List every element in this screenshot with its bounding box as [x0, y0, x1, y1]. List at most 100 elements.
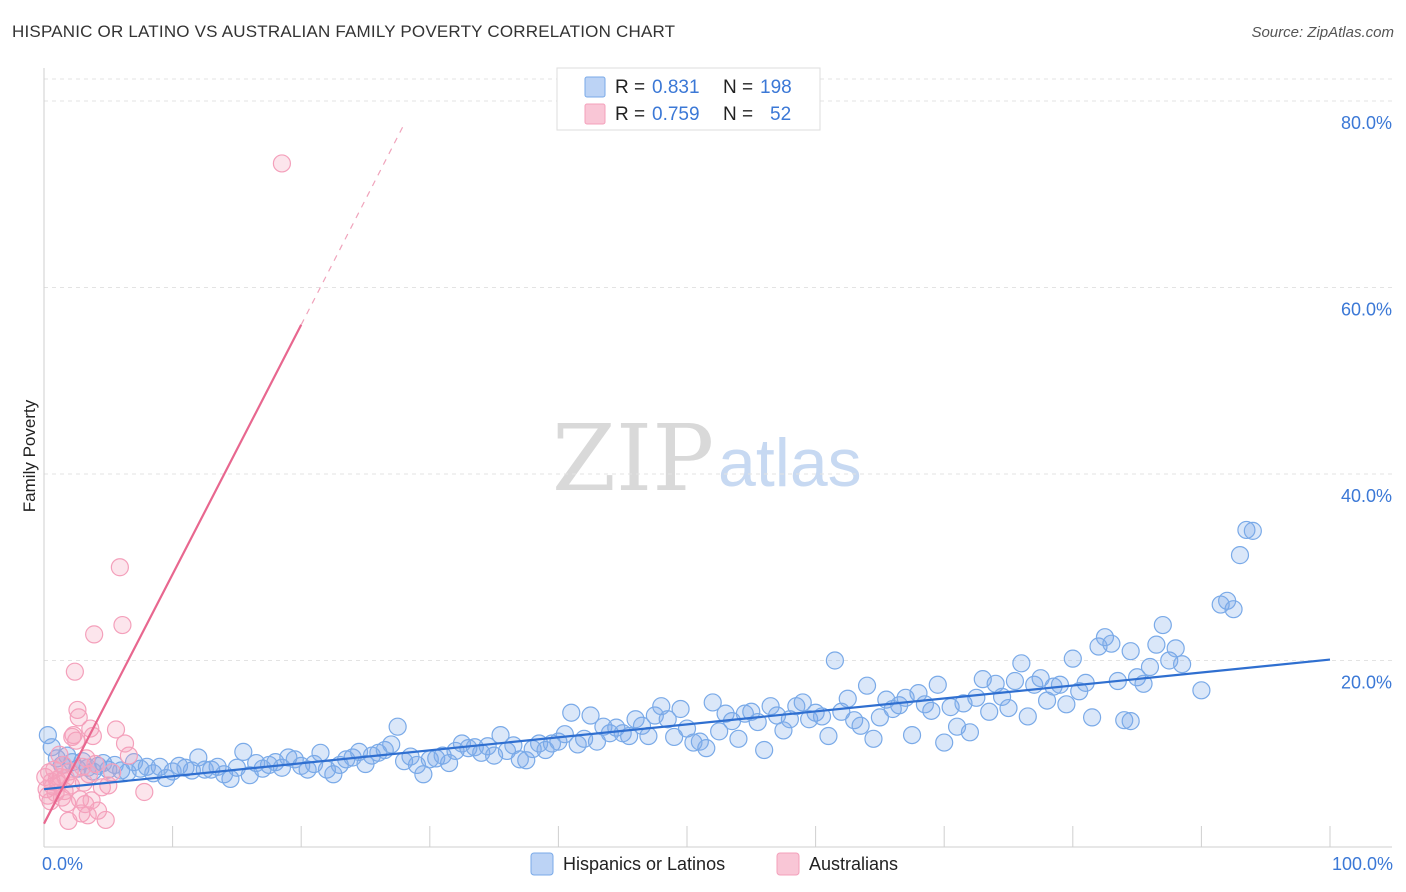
- australian-point: [103, 763, 122, 782]
- legend-r-value-1: 0.831: [652, 77, 700, 98]
- hispanic-point: [620, 726, 639, 746]
- hispanic-point: [1018, 707, 1037, 726]
- hispanic-point: [234, 742, 253, 761]
- hispanic-point: [870, 708, 890, 727]
- hispanic-point: [1121, 642, 1140, 661]
- legend-swatch-australian: [584, 103, 606, 125]
- axes: [43, 68, 1392, 848]
- hispanic-point: [1005, 671, 1025, 691]
- australian-point: [78, 806, 97, 825]
- australian-point: [135, 782, 154, 802]
- legend-n-value-1: 198: [760, 77, 792, 98]
- hispanic-point: [1140, 657, 1160, 677]
- watermark-atlas: atlas: [718, 425, 862, 501]
- hispanic-point: [594, 717, 613, 736]
- y-tick-label: 20.0%: [1341, 672, 1392, 692]
- y-tick-label: 60.0%: [1341, 299, 1392, 319]
- hispanic-point: [793, 693, 812, 712]
- y-tick-labels: 20.0% 40.0% 60.0% 80.0%: [1341, 113, 1392, 693]
- hispanic-point: [935, 733, 954, 752]
- legend-n-label-2: N =: [723, 104, 753, 125]
- hispanic-point: [658, 710, 677, 729]
- australian-trend-extension: [300, 124, 405, 326]
- hispanic-point: [999, 698, 1018, 718]
- hispanic-point: [112, 761, 131, 780]
- watermark-zip: ZIP: [552, 405, 714, 512]
- hispanic-point: [626, 710, 645, 729]
- hispanic-point: [382, 735, 401, 754]
- hispanic-point: [1147, 635, 1166, 654]
- hispanic-point: [510, 750, 529, 769]
- hispanic-point: [517, 751, 536, 770]
- hispanic-point: [562, 703, 581, 722]
- stats-legend: R = 0.831 N = 198 R = 0.759 N = 52: [556, 67, 821, 131]
- australian-point: [79, 765, 99, 784]
- hispanic-point: [1224, 600, 1243, 619]
- hispanic-point: [1050, 675, 1070, 694]
- hispanic-point: [1063, 649, 1082, 668]
- hispanic-point: [890, 696, 909, 715]
- legend-swatch-hispanic: [584, 76, 606, 98]
- hispanic-point: [536, 740, 555, 760]
- hispanic-point: [279, 748, 298, 767]
- hispanic-point: [38, 725, 57, 745]
- legend-r-label-2: R =: [615, 104, 645, 125]
- hispanic-point: [324, 765, 343, 784]
- australian-point: [65, 662, 84, 681]
- hispanic-point: [1230, 546, 1250, 565]
- australian-point: [82, 791, 101, 810]
- hispanic-point: [851, 716, 870, 735]
- hispanic-point: [703, 693, 722, 712]
- australian-point: [272, 154, 292, 173]
- hispanic-point: [1121, 712, 1140, 731]
- hispanic-point: [980, 702, 999, 721]
- australian-trend-line: [43, 324, 303, 825]
- bottom-legend-swatch-australian: [776, 852, 800, 876]
- hispanic-point: [922, 701, 941, 720]
- series-legend: Hispanics or Latinos Australians: [530, 852, 898, 876]
- legend-r-label-1: R =: [615, 77, 645, 98]
- hispanic-point: [729, 729, 748, 748]
- hispanic-point: [1012, 654, 1031, 673]
- hispanic-point: [1173, 655, 1192, 674]
- hispanic-point: [774, 721, 793, 740]
- australian-point: [110, 558, 129, 577]
- hispanic-point: [928, 675, 947, 694]
- hispanic-point: [755, 740, 774, 760]
- hispanic-point: [665, 727, 684, 747]
- hispanic-point: [42, 738, 61, 757]
- hispanic-point: [716, 704, 735, 723]
- hispanic-point: [311, 743, 330, 762]
- australian-point: [68, 700, 87, 720]
- hispanic-point: [825, 651, 844, 670]
- gridlines: [44, 78, 1392, 661]
- x-tick-label: 0.0%: [42, 854, 83, 874]
- legend-r-value-2: 0.759: [652, 104, 700, 125]
- australian-point: [50, 745, 69, 764]
- hispanic-point: [838, 689, 857, 708]
- hispanic-point: [1057, 695, 1076, 714]
- hispanic-point: [1166, 639, 1185, 658]
- source-label: Source: ZipAtlas.com: [1251, 24, 1394, 41]
- australian-point: [119, 746, 138, 765]
- hispanic-point: [272, 758, 292, 777]
- hispanic-point: [1153, 615, 1172, 635]
- hispanic-point: [967, 688, 986, 707]
- australian-point: [85, 625, 104, 644]
- hispanic-point: [710, 722, 729, 741]
- hispanic-point: [555, 725, 574, 744]
- hispanic-point: [137, 757, 156, 776]
- hispanic-point: [1095, 628, 1115, 647]
- hispanic-point: [690, 732, 709, 751]
- trend-lines: [43, 124, 1331, 825]
- y-axis-label: Family Poverty: [20, 399, 39, 512]
- hispanic-point: [581, 706, 600, 725]
- hispanic-point: [1102, 634, 1121, 653]
- legend-n-value-2: 52: [770, 104, 791, 125]
- australian-point: [86, 754, 105, 774]
- hispanic-point: [1031, 669, 1050, 688]
- hispanic-point: [857, 676, 877, 695]
- hispanic-trend-line: [43, 658, 1331, 791]
- hispanic-point: [1243, 521, 1262, 540]
